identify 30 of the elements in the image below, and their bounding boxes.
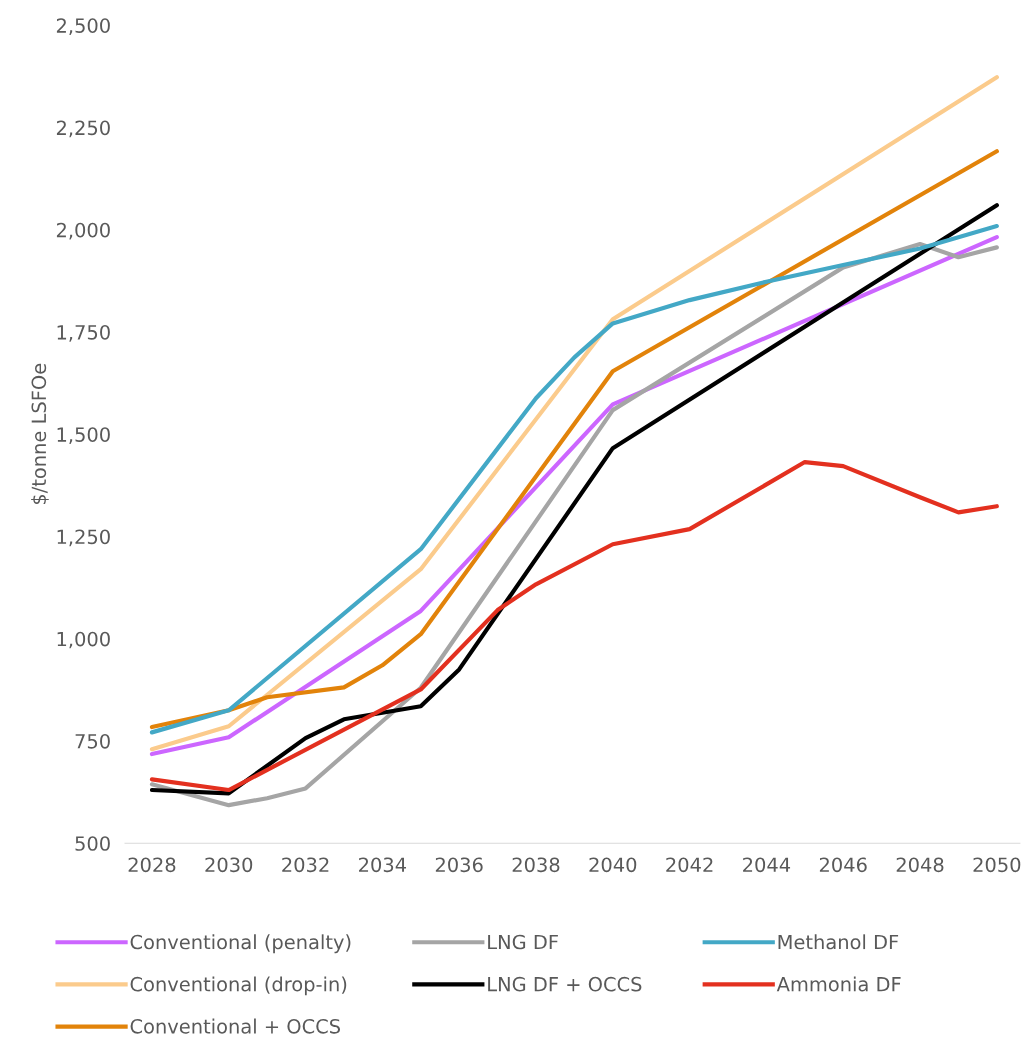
x-tick-label: 2048 — [896, 857, 944, 873]
legend-label: LNG DF + OCCS — [488, 976, 642, 992]
legend-label: Conventional (penalty) — [130, 934, 351, 954]
y-tick-label: 750 — [75, 733, 110, 749]
legend-label: Conventional + OCCS — [130, 1018, 341, 1034]
x-tick-label: 2038 — [512, 857, 560, 873]
x-tick-label: 2032 — [282, 857, 329, 873]
x-tick-label: 2042 — [666, 857, 713, 873]
y-tick-label: 1,750 — [57, 324, 110, 342]
y-tick-label: 1,500 — [57, 427, 110, 444]
legend-label: LNG DF — [488, 934, 558, 950]
y-tick-label: 1,000 — [57, 631, 110, 649]
legend-label: Ammonia DF — [776, 976, 901, 992]
x-tick-label: 2046 — [819, 857, 867, 873]
y-axis-title: $/tonne LSFOe — [31, 363, 49, 505]
y-tick-label: 1,250 — [57, 529, 110, 547]
x-tick-label: 2028 — [128, 857, 176, 873]
line-series — [149, 459, 999, 793]
x-tick-label: 2030 — [205, 857, 253, 873]
y-tick-label: 2,000 — [56, 222, 110, 240]
x-tick-label: 2044 — [743, 857, 791, 873]
x-tick-label: 2034 — [359, 857, 407, 873]
y-tick-label: 2,250 — [56, 120, 110, 138]
x-tick-label: 2040 — [589, 857, 637, 873]
x-tick-label: 2050 — [973, 857, 1021, 873]
y-tick-label: 2,500 — [56, 18, 110, 35]
legend-label: Methanol DF — [778, 934, 899, 950]
legend-label: Conventional (drop-in) — [130, 976, 347, 996]
y-tick-label: 500 — [75, 836, 110, 851]
x-tick-label: 2036 — [435, 857, 483, 873]
